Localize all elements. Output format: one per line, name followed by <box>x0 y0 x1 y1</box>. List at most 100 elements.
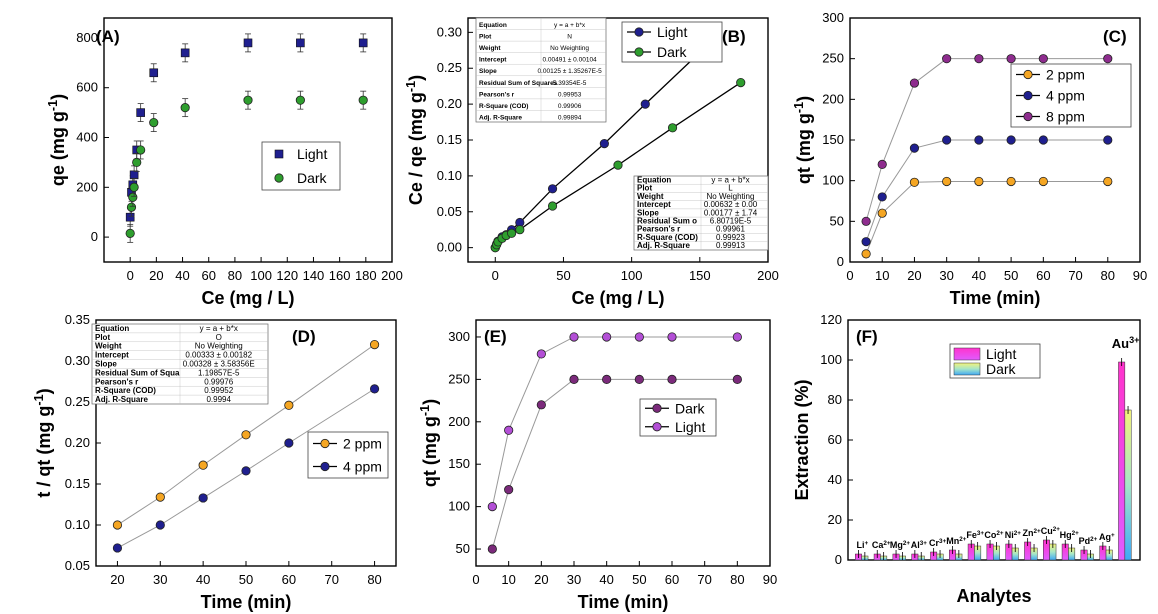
series-line <box>491 336 738 507</box>
x-tick-label: 140 <box>303 268 325 283</box>
fit-table-value: 0.99961 <box>716 225 745 234</box>
series-4-ppm <box>861 135 1113 247</box>
x-tick-label: 120 <box>276 268 298 283</box>
data-point <box>149 117 159 128</box>
data-point <box>861 249 871 259</box>
fit-table-value: 0.00177 ± 1.74 <box>704 208 758 217</box>
chart-panel-e: 0 10 20 30 40 50 60 70 80 90 50 100 150 200 250 300 (E) T… <box>418 319 777 612</box>
x-tick-label: 60 <box>1036 268 1050 283</box>
data-point <box>125 212 135 222</box>
y-tick-label: 0 <box>837 254 844 269</box>
y-tick-label: 100 <box>448 499 470 514</box>
data-point <box>180 103 190 113</box>
data-point <box>504 485 514 495</box>
fit-table-value: 0.99913 <box>716 241 745 250</box>
series-8-ppm <box>861 54 1113 226</box>
fit-table-value: 0.99923 <box>716 233 745 242</box>
y-tick-label: 250 <box>448 371 470 386</box>
y-tick-label: 0.25 <box>65 394 90 409</box>
data-point <box>634 47 644 57</box>
data-point <box>295 95 305 105</box>
bar-dark <box>1124 409 1132 561</box>
panel-label: (C) <box>1103 27 1127 46</box>
fit-table-value: 1.19857E-5 <box>198 368 240 377</box>
fit-table-value: 0.00632 ± 0.00 <box>704 200 758 209</box>
x-tick-label: 0 <box>127 268 134 283</box>
x-tick-label: 30 <box>567 572 581 587</box>
x-tick-label: 90 <box>763 572 777 587</box>
data-point <box>1038 54 1048 64</box>
y-axis-label: qt (mg g-1) <box>418 399 440 487</box>
fit-table-key: Slope <box>479 68 497 75</box>
panel-label: (A) <box>96 27 120 46</box>
legend-label: Light <box>675 419 705 435</box>
y-axis-label: Ce / qe (mg g-1) <box>404 75 426 205</box>
x-axis-label: Time (min) <box>950 288 1041 308</box>
legend-label: Light <box>297 146 327 162</box>
series-line <box>117 388 375 549</box>
x-axis-label: Ce (mg / L) <box>202 288 295 308</box>
data-point <box>125 228 135 238</box>
fit-table-key: Adj. R-Square <box>95 395 148 404</box>
x-tick-label: 100 <box>250 268 272 283</box>
x-tick-label: 40 <box>175 268 189 283</box>
data-point <box>602 374 612 384</box>
data-point <box>942 176 952 187</box>
legend-label: 2 ppm <box>343 436 382 452</box>
y-tick-label: 150 <box>822 132 844 147</box>
fit-table-key: Plot <box>479 34 492 41</box>
y-tick-label: 40 <box>828 472 842 487</box>
x-tick-label: 80 <box>367 572 381 587</box>
y-tick-label: 0.20 <box>437 96 462 111</box>
legend-label: Light <box>986 346 1016 362</box>
category-label: Mn2+ <box>946 536 967 547</box>
data-point <box>634 332 644 342</box>
data-point <box>652 422 662 432</box>
chart-panel-b: 0 50 100 150 200 0.00 0.05 0.10 0.15 0.20 0.25 0.30… <box>404 17 779 308</box>
fit-table-value: 0.9994 <box>206 395 231 404</box>
data-point <box>369 339 380 350</box>
fit-table-key: Equation <box>637 175 671 184</box>
fit-table-value: 0.00491 ± 0.00104 <box>543 57 598 64</box>
y-tick-label: 0.05 <box>65 558 90 573</box>
fit-table-value: 0.00328 ± 3.58356E <box>183 359 255 368</box>
x-tick-label: 80 <box>730 572 744 587</box>
y-tick-label: 0.30 <box>65 353 90 368</box>
data-point <box>942 135 952 145</box>
x-tick-label: 20 <box>907 268 921 283</box>
fit-table-value: 0.00125 ± 1.35267E-5 <box>537 68 602 75</box>
series-line <box>865 58 1108 222</box>
fit-table-key: Pearson's r <box>637 225 680 234</box>
data-point <box>736 77 746 88</box>
fit-table-key: R-Square (COD) <box>95 386 156 395</box>
plot-frame <box>103 17 393 263</box>
series-2-ppm <box>861 176 1113 259</box>
series-dark <box>125 90 368 243</box>
data-point <box>320 438 330 449</box>
data-point <box>112 520 123 530</box>
data-point <box>547 184 558 194</box>
data-point <box>667 123 678 133</box>
legend: Light Dark <box>621 21 723 63</box>
fit-table-key: Slope <box>637 208 659 217</box>
data-point <box>243 38 253 48</box>
legend-label: Light <box>657 24 687 40</box>
x-tick-label: 80 <box>228 268 242 283</box>
legend-box <box>639 398 717 437</box>
y-tick-label: 0.15 <box>65 476 90 491</box>
data-point <box>909 143 920 153</box>
data-point <box>547 201 558 211</box>
y-tick-label: 800 <box>76 30 98 45</box>
x-tick-label: 0 <box>492 268 499 283</box>
y-tick-label: 50 <box>830 213 844 228</box>
data-point <box>667 374 677 384</box>
series-2-ppm <box>112 339 380 530</box>
fit-table: Equation y = a + b*x Plot O Weight No Weighti… <box>91 323 269 405</box>
panel-label: (D) <box>292 327 316 346</box>
fit-table-key: Intercept <box>479 57 507 64</box>
x-tick-label: 30 <box>939 268 953 283</box>
fit-table-value: 0.00333 ± 0.00182 <box>185 351 252 360</box>
y-tick-label: 0.10 <box>65 517 90 532</box>
data-point <box>284 438 294 448</box>
data-point <box>1006 176 1016 187</box>
